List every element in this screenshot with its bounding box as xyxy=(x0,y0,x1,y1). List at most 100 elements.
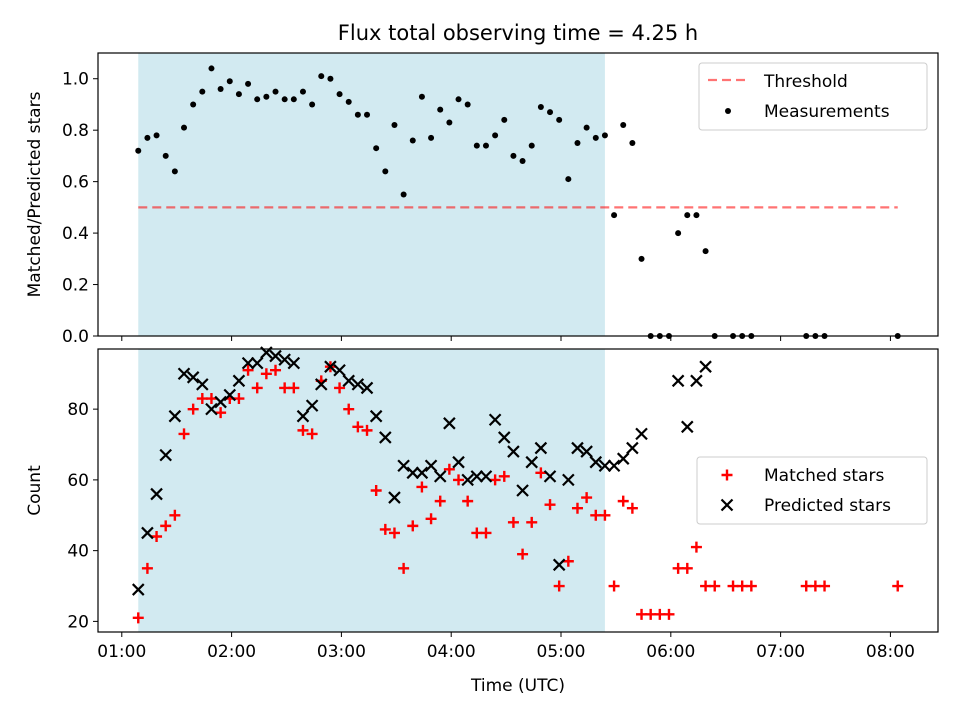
predicted-star-point xyxy=(369,409,383,423)
matched-star-point xyxy=(562,555,574,567)
measurement-point xyxy=(235,91,242,98)
measurement-point xyxy=(373,145,380,152)
measurement-point xyxy=(226,78,233,85)
matched-star-point xyxy=(617,495,629,507)
predicted-star-point xyxy=(635,427,648,441)
predicted-star-point xyxy=(626,441,639,455)
measurement-point xyxy=(354,111,361,118)
predicted-star-point xyxy=(681,420,694,434)
x-axis-label: Time (UTC) xyxy=(470,676,565,696)
measurement-point xyxy=(217,86,224,93)
measurement-point xyxy=(281,96,288,103)
matched-star-point xyxy=(160,520,172,532)
measurement-point xyxy=(565,176,572,183)
ratio-panel: 0.0 0.2 0.4 0.6 0.8 1.0 Matched/Predicted star… xyxy=(25,52,939,347)
matched-star-point xyxy=(379,523,391,535)
measurement-point xyxy=(620,122,627,129)
measurement-point xyxy=(601,132,608,139)
predicted-star-point xyxy=(141,526,154,540)
measurement-point xyxy=(592,134,599,141)
matched-star-point xyxy=(507,516,519,528)
measurement-point xyxy=(144,134,151,141)
x-tick-label: 04:00 xyxy=(427,642,476,662)
measurement-point xyxy=(675,230,682,237)
y-tick-label: 80 xyxy=(67,400,89,420)
measurement-point xyxy=(510,152,517,159)
legend: Matched stars Predicted stars xyxy=(696,456,928,525)
predicted-star-point xyxy=(571,441,584,455)
predicted-star-point xyxy=(543,470,557,483)
predicted-star-point xyxy=(671,374,685,388)
y-tick-label: 0.4 xyxy=(62,224,89,244)
predicted-star-point xyxy=(406,466,420,480)
predicted-star-point xyxy=(699,360,712,373)
measurement-point xyxy=(153,132,160,139)
predicted-star-point xyxy=(305,399,319,412)
legend-label: Measurements xyxy=(764,102,890,122)
y-tick-label: 1.0 xyxy=(62,70,89,90)
measurement-point xyxy=(318,73,325,80)
predicted-star-point xyxy=(186,371,200,384)
x-tick-label: 05:00 xyxy=(537,642,586,662)
matched-star-point xyxy=(132,612,144,624)
matched-star-point xyxy=(398,562,410,574)
predicted-star-point xyxy=(287,356,301,370)
legend: Threshold Measurements xyxy=(698,62,928,131)
predicted-star-point xyxy=(150,487,163,501)
measurement-point xyxy=(199,88,206,95)
chart-title: Flux total observing time = 4.25 h xyxy=(338,21,698,45)
measurement-point xyxy=(299,88,306,95)
predicted-star-point xyxy=(250,356,264,370)
x-tick-label: 01:00 xyxy=(97,642,146,662)
matched-star-point xyxy=(306,428,318,440)
matched-star-point xyxy=(361,424,373,436)
measurement-point xyxy=(437,106,444,113)
matched-star-point xyxy=(498,470,510,482)
matched-star-point xyxy=(288,382,300,394)
x-tick-label: 02:00 xyxy=(207,642,256,662)
predicted-star-point xyxy=(205,402,218,416)
measurement-point xyxy=(492,132,499,139)
y-tick-label: 0.2 xyxy=(62,276,89,296)
matched-star-point xyxy=(489,474,501,486)
predicted-star-point xyxy=(415,466,429,480)
predicted-star-point xyxy=(534,441,548,455)
measurement-point xyxy=(446,119,453,126)
y-axis-label: Count xyxy=(25,465,45,516)
matched-star-point xyxy=(553,580,565,592)
matched-star-point xyxy=(388,527,400,539)
matched-star-point xyxy=(270,364,282,376)
legend-label: Threshold xyxy=(763,72,848,92)
predicted-star-point xyxy=(269,349,282,363)
measurement-point xyxy=(245,80,252,87)
predicted-star-point xyxy=(342,374,355,388)
measurement-point xyxy=(171,168,178,175)
measurement-point xyxy=(254,96,261,103)
measurement-point xyxy=(574,140,581,147)
measurement-point xyxy=(629,140,636,147)
matched-star-point xyxy=(151,530,163,542)
predicted-star-point xyxy=(470,470,484,483)
measurement-point xyxy=(208,65,215,72)
measurement-point xyxy=(482,142,489,149)
matched-star-point xyxy=(462,495,474,507)
predicted-star-point xyxy=(177,367,191,381)
predicted-star-point xyxy=(360,381,374,395)
matched-star-point xyxy=(745,580,757,592)
matched-star-point xyxy=(297,424,309,436)
matched-star-point xyxy=(535,467,547,479)
x-tick-label: 06:00 xyxy=(646,642,695,662)
plot-frame xyxy=(97,348,939,633)
measurement-point xyxy=(693,212,700,219)
measurement-point xyxy=(382,168,389,175)
matched-star-point xyxy=(233,393,245,405)
predicted-star-point xyxy=(168,409,182,423)
matched-star-point xyxy=(370,485,382,496)
predicted-star-point xyxy=(443,417,456,430)
predicted-star-point xyxy=(196,378,209,391)
measurement-point xyxy=(473,142,480,149)
legend-matched-swatch xyxy=(721,469,733,481)
y-tick-label: 40 xyxy=(67,542,89,562)
matched-star-point xyxy=(352,421,364,433)
